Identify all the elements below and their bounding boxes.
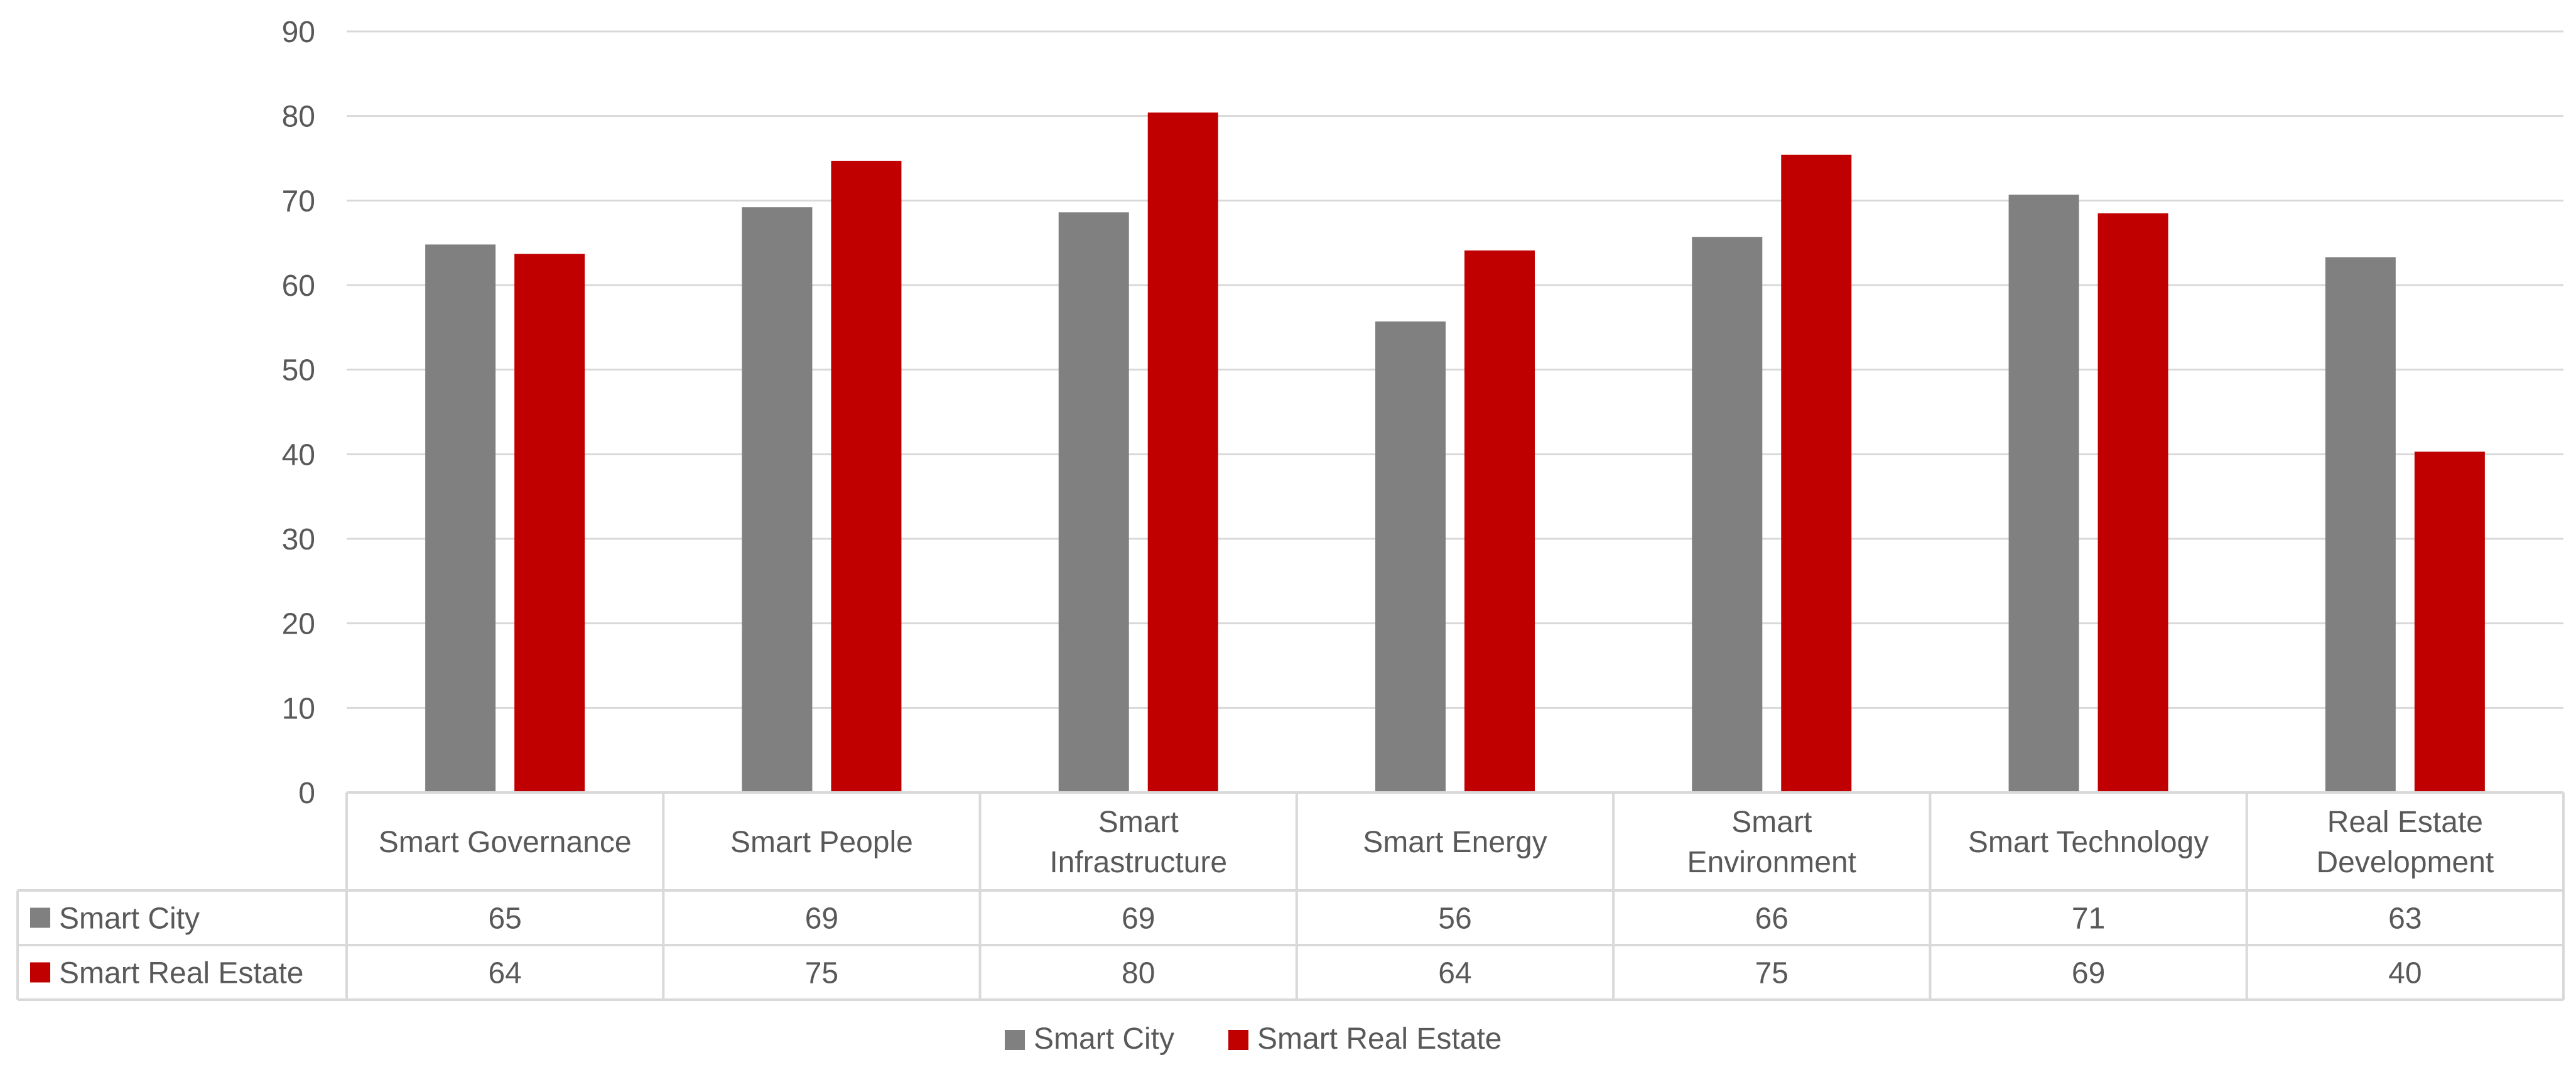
data-table-value: 64 [1438,957,1471,990]
data-table-value: 69 [805,902,838,936]
data-table-value: 75 [1755,957,1789,990]
y-tick-label: 70 [282,185,315,218]
bar-smart-city [742,207,813,792]
series-key-swatch [30,907,50,928]
bar-smart-real-estate [2097,213,2168,792]
legend-swatch [1228,1030,1248,1050]
category-label: Development [2316,846,2494,879]
category-label: Smart [1731,806,1812,839]
legend: Smart City Smart Real Estate [1005,1022,1502,1056]
category-label: Smart Governance [379,826,632,859]
y-tick-label: 10 [282,692,315,725]
bar-smart-city [1375,321,1446,792]
category-label: Smart Technology [1968,826,2209,859]
bar-smart-city [2325,257,2396,792]
data-table-value: 80 [1122,957,1155,990]
series-row-label: Smart City [59,902,200,936]
data-table-value: 40 [2388,957,2422,990]
bar-smart-city [425,244,496,792]
data-table-value: 69 [2072,957,2105,990]
bar-smart-real-estate [2414,452,2485,792]
data-table-value: 64 [488,957,521,990]
category-label: Infrastructure [1049,846,1227,879]
data-table-value: 56 [1438,902,1471,936]
data-table-value: 75 [805,957,838,990]
series-row-label: Smart Real Estate [59,957,303,990]
series-key-swatch [30,962,50,983]
gridlines [347,30,2563,709]
bar-smart-real-estate [1464,250,1535,793]
bar-smart-city [2008,194,2079,792]
category-label: Smart Energy [1363,826,1547,859]
category-label: Real Estate [2327,806,2483,839]
data-table-value: 66 [1755,902,1789,936]
y-tick-label: 20 [282,608,315,641]
bar-smart-city [1058,212,1129,793]
category-label: Smart People [730,826,913,859]
legend-label: Smart Real Estate [1257,1022,1502,1056]
y-tick-label: 80 [282,100,315,134]
bar-smart-city [1692,237,1763,792]
bar-smart-real-estate [514,254,585,792]
bar-smart-real-estate [831,161,902,792]
y-tick-label: 0 [298,777,315,810]
data-table-value: 71 [2072,902,2105,936]
data-table-value: 63 [2388,902,2422,936]
data-table-value: 65 [488,902,521,936]
y-tick-label: 40 [282,438,315,472]
bar-smart-real-estate [1147,112,1218,792]
y-tick-label: 90 [282,16,315,49]
y-tick-label: 50 [282,354,315,387]
category-label: Smart [1098,806,1179,839]
y-axis-ticks: 0 10 20 30 40 50 60 70 80 90 [282,16,315,810]
y-tick-label: 60 [282,269,315,303]
data-table: Smart Governance Smart People Smart Infrast… [16,791,2565,1001]
y-tick-label: 30 [282,523,315,556]
data-table-value: 69 [1122,902,1155,936]
bars [425,112,2485,793]
bar-smart-real-estate [1781,154,1852,792]
category-label: Environment [1687,846,1856,879]
legend-label: Smart City [1034,1022,1174,1056]
legend-swatch [1005,1030,1025,1050]
